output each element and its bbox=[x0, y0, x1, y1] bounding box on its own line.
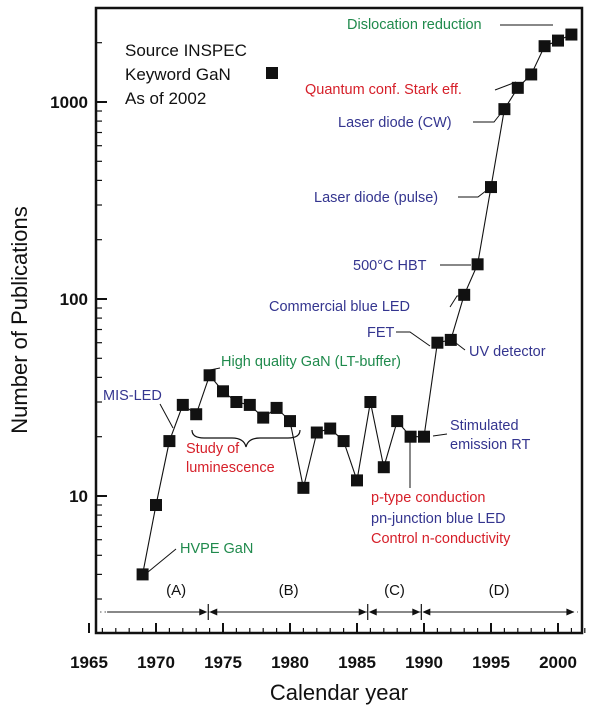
x-tick-label: 1965 bbox=[70, 653, 108, 672]
data-point bbox=[203, 369, 216, 382]
annotation-label: pn-junction blue LED bbox=[371, 511, 506, 527]
annotation-leader bbox=[432, 433, 448, 437]
data-point bbox=[511, 81, 524, 94]
annotation-label: MIS-LED bbox=[103, 388, 162, 404]
y-axis-title: Number of Publications bbox=[7, 206, 32, 433]
annotation-label: Laser diode (CW) bbox=[338, 115, 452, 131]
annotation-leader bbox=[449, 295, 465, 308]
annotation-label: p-type conduction bbox=[371, 490, 485, 506]
annotation-label: Dislocation reduction bbox=[347, 17, 482, 33]
data-point bbox=[257, 411, 270, 424]
annotation-label: Study of bbox=[186, 441, 240, 457]
data-point bbox=[552, 34, 564, 47]
data-point bbox=[230, 396, 243, 409]
annotation-label: luminescence bbox=[186, 460, 275, 476]
data-point bbox=[150, 499, 162, 512]
period-arrow-head bbox=[566, 608, 575, 616]
data-point bbox=[391, 415, 404, 428]
annotation-leader bbox=[396, 331, 431, 347]
period-label: (D) bbox=[489, 582, 510, 599]
annotation-label: Commercial blue LED bbox=[269, 299, 410, 315]
annotation-label: emission RT bbox=[450, 437, 530, 453]
annotation-label: UV detector bbox=[469, 344, 546, 360]
data-point bbox=[297, 481, 310, 494]
x-tick-label: 2000 bbox=[539, 653, 577, 672]
data-point bbox=[538, 40, 551, 53]
period-arrow-head bbox=[209, 608, 218, 616]
data-point bbox=[418, 430, 430, 443]
annotation-label: High quality GaN (LT-buffer) bbox=[221, 354, 401, 370]
y-tick-label: 10 bbox=[69, 487, 88, 506]
y-tick-label: 100 bbox=[60, 290, 88, 309]
data-point bbox=[565, 28, 578, 41]
data-point bbox=[471, 258, 484, 271]
data-point bbox=[324, 422, 337, 435]
data-point bbox=[217, 385, 229, 398]
legend-line-2: Keyword GaN bbox=[125, 65, 231, 84]
data-point bbox=[284, 415, 296, 428]
annotation-leader bbox=[458, 186, 492, 198]
annotation-label: FET bbox=[367, 325, 395, 341]
annotation-leader bbox=[147, 548, 177, 573]
data-point bbox=[337, 435, 350, 448]
annotation-label: Control n-conductivity bbox=[371, 531, 511, 547]
annotation-leader bbox=[159, 403, 174, 429]
annotation-leader bbox=[451, 339, 466, 351]
data-point bbox=[364, 396, 377, 409]
period-arrow-head bbox=[422, 608, 431, 616]
x-tick-label: 1970 bbox=[137, 653, 175, 672]
annotation-label: HVPE GaN bbox=[180, 541, 253, 557]
legend-marker bbox=[266, 67, 278, 79]
data-point bbox=[176, 398, 189, 411]
data-point bbox=[377, 461, 390, 474]
period-arrow-head bbox=[199, 608, 208, 616]
period-arrow-head bbox=[358, 608, 367, 616]
legend-line-1: Source INSPEC bbox=[125, 41, 247, 60]
x-tick-label: 1975 bbox=[204, 653, 242, 672]
data-point bbox=[270, 401, 283, 414]
period-label: (C) bbox=[384, 582, 405, 599]
data-point bbox=[243, 398, 256, 411]
data-point bbox=[163, 435, 176, 448]
x-tick-label: 1990 bbox=[405, 653, 443, 672]
data-point bbox=[136, 568, 149, 581]
annotation-leader bbox=[209, 367, 221, 371]
annotation-label: 500°C HBT bbox=[353, 258, 427, 274]
luminescence-brace bbox=[191, 429, 301, 448]
data-point bbox=[404, 430, 417, 443]
x-axis-title: Calendar year bbox=[270, 680, 408, 705]
plot-frame bbox=[94, 6, 584, 635]
data-point bbox=[431, 336, 444, 349]
data-point bbox=[351, 474, 363, 487]
x-tick-label: 1985 bbox=[338, 653, 376, 672]
annotation-leader bbox=[494, 81, 517, 91]
data-point bbox=[190, 408, 203, 421]
x-tick-label: 1995 bbox=[472, 653, 510, 672]
annotation-label: Stimulated bbox=[450, 418, 519, 434]
annotation-label: Quantum conf. Stark eff. bbox=[305, 82, 462, 98]
data-point bbox=[525, 68, 538, 81]
period-arrow-head bbox=[368, 608, 377, 616]
period-arrow-head bbox=[412, 608, 421, 616]
y-tick-label: 1000 bbox=[50, 93, 88, 112]
period-label: (B) bbox=[279, 582, 299, 599]
data-point bbox=[444, 333, 457, 346]
data-point bbox=[458, 288, 471, 301]
annotation-label: Laser diode (pulse) bbox=[314, 190, 438, 206]
data-point bbox=[310, 426, 323, 439]
annotation-leader bbox=[473, 107, 506, 123]
x-tick-label: 1980 bbox=[271, 653, 309, 672]
period-label: (A) bbox=[166, 582, 186, 599]
legend-line-3: As of 2002 bbox=[125, 89, 206, 108]
